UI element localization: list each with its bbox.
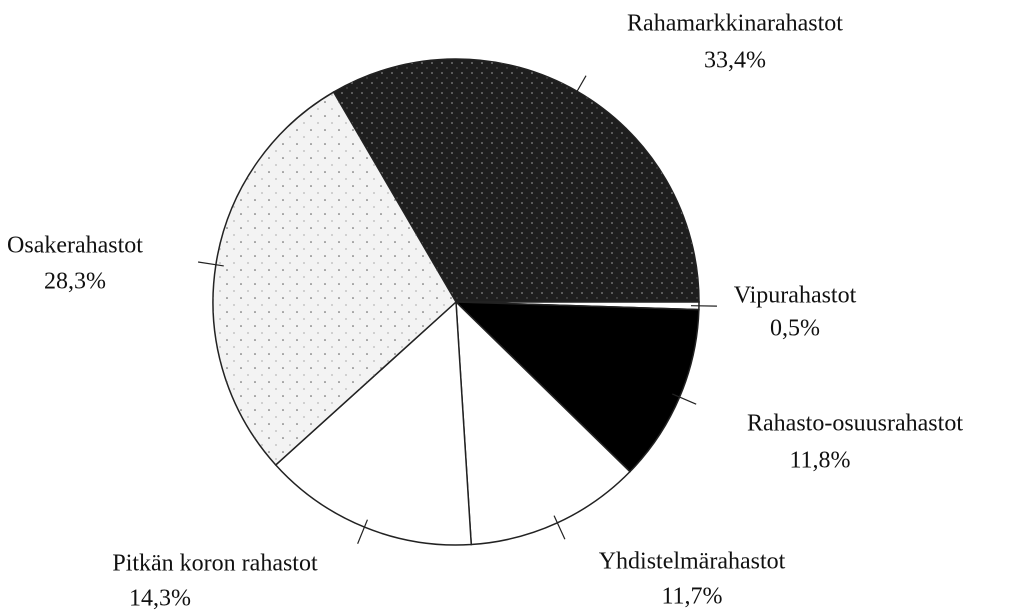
leader-line xyxy=(553,515,566,540)
slice-value: 11,7% xyxy=(661,584,722,610)
slice-value: 0,5% xyxy=(770,316,820,342)
slice-value: 11,8% xyxy=(789,448,850,474)
slice-texture xyxy=(213,92,456,465)
slice-label: Pitkän koron rahastot xyxy=(112,551,318,577)
slice-value: 14,3% xyxy=(129,586,191,612)
slice-texture xyxy=(333,59,699,302)
leader-line xyxy=(572,75,587,99)
slice-value: 33,4% xyxy=(704,48,766,74)
slice-value: 28,3% xyxy=(44,269,106,295)
leader-line xyxy=(357,519,368,544)
leader-line xyxy=(197,261,224,267)
slice-label: Vipurahastot xyxy=(734,283,857,309)
leader-line xyxy=(672,393,697,405)
slice-label: Rahamarkkinarahastot xyxy=(627,11,843,37)
slice-label: Osakerahastot xyxy=(7,233,143,259)
slice-label: Yhdistelmärahastot xyxy=(599,549,786,575)
slice-label: Rahasto-osuusrahastot xyxy=(747,411,963,437)
